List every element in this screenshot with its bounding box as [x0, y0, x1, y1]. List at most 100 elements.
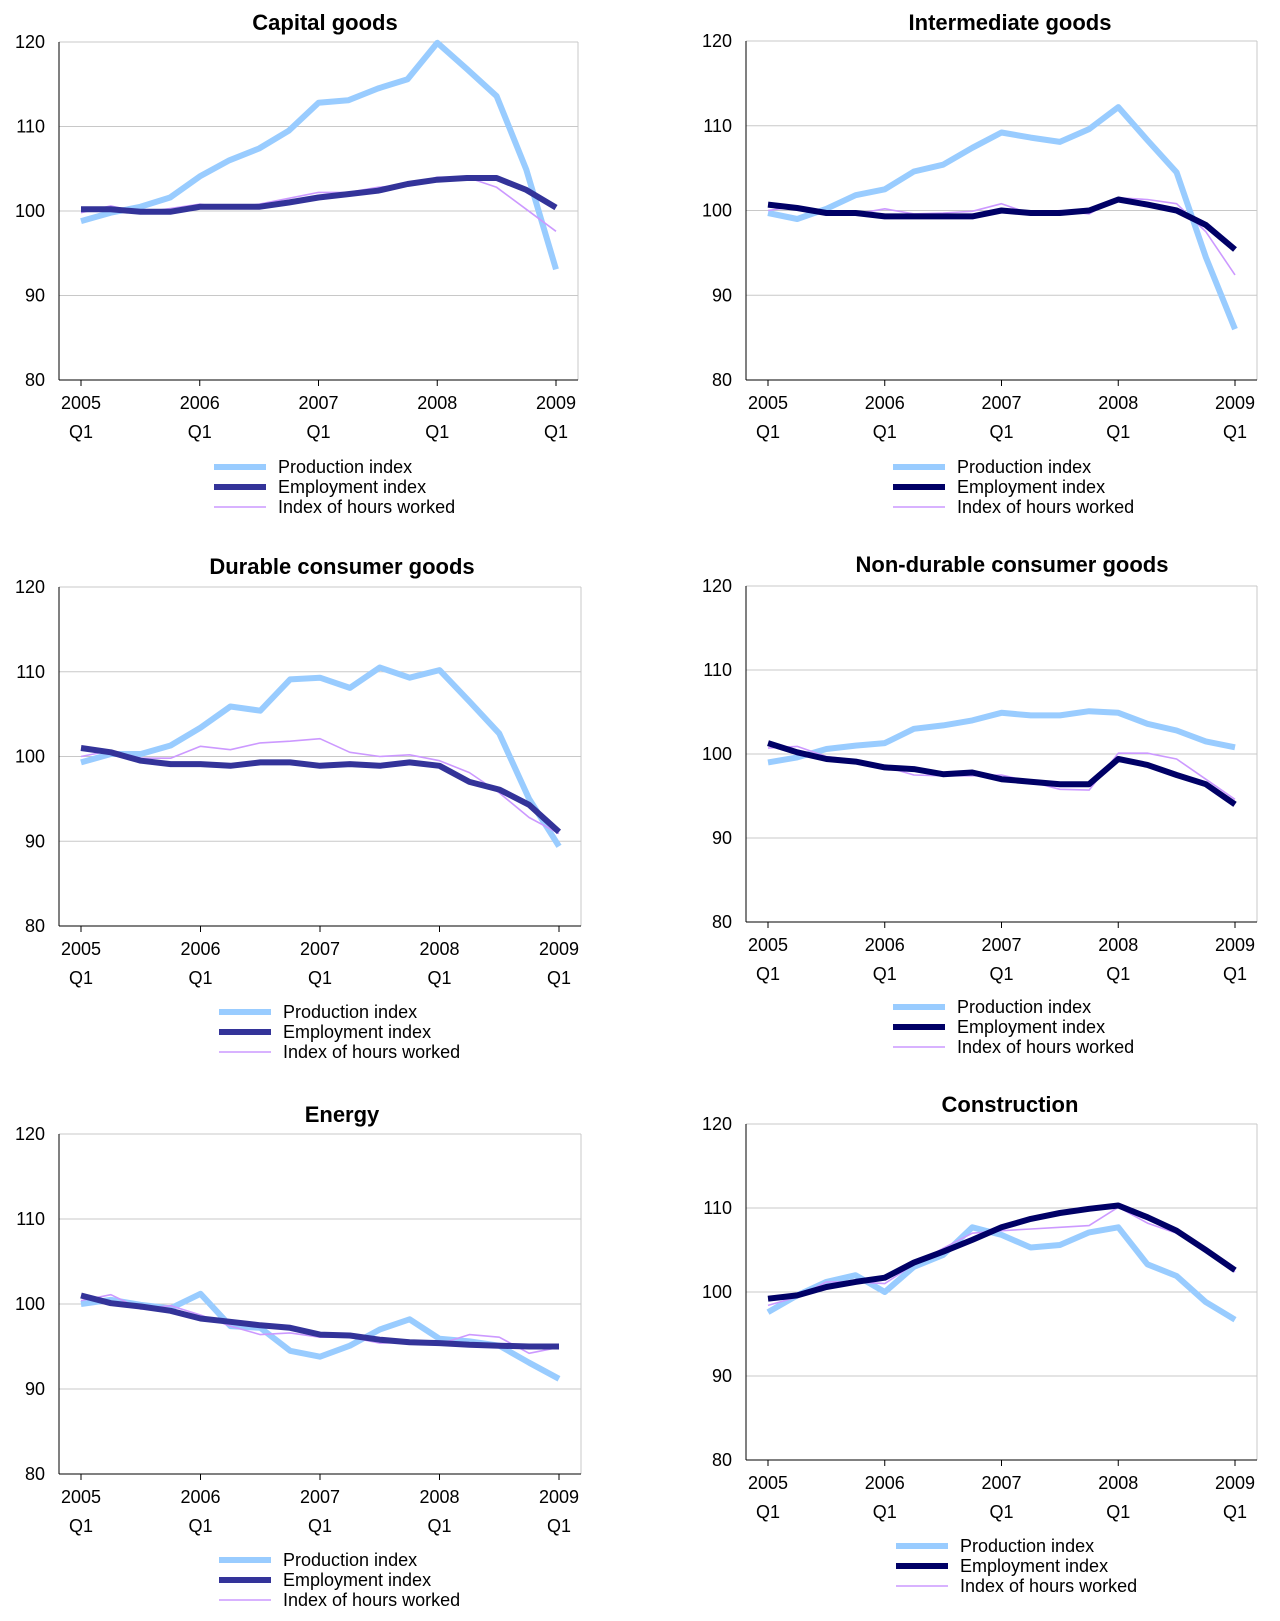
y-tick-label: 80 — [712, 1450, 732, 1470]
y-tick-label: 120 — [15, 577, 45, 597]
legend-label-production: Production index — [960, 1536, 1094, 1556]
x-tick-label-year: 2009 — [1215, 393, 1255, 413]
y-tick-label: 120 — [702, 31, 732, 51]
x-tick-label-year: 2006 — [865, 393, 905, 413]
y-tick-label: 90 — [25, 286, 45, 306]
chart-title: Non-durable consumer goods — [856, 552, 1169, 577]
x-tick-label-quarter: Q1 — [188, 422, 212, 442]
legend-label-production: Production index — [278, 457, 412, 477]
y-tick-label: 110 — [16, 117, 45, 137]
x-tick-label-year: 2007 — [981, 935, 1021, 955]
series-line-employment — [81, 175, 558, 215]
legend-label-hours: Index of hours worked — [957, 1037, 1134, 1057]
x-tick-label-quarter: Q1 — [425, 422, 449, 442]
x-tick-label-quarter: Q1 — [873, 1502, 897, 1522]
x-tick-label-year: 2006 — [180, 939, 220, 959]
y-tick-label: 100 — [702, 744, 732, 764]
chart-panel-intermediate-goods: Intermediate goods 80 90 100 110 120 2005 Q1 200… — [702, 10, 1258, 517]
legend-label-production: Production index — [283, 1002, 417, 1022]
x-tick-label-quarter: Q1 — [756, 1502, 780, 1522]
series-line-production — [767, 708, 1236, 766]
x-tick-label-year: 2009 — [539, 1487, 579, 1507]
x-tick-label-quarter: Q1 — [989, 422, 1013, 442]
x-tick-label-year: 2007 — [300, 939, 340, 959]
x-tick-label-quarter: Q1 — [873, 964, 897, 984]
x-tick-label-quarter: Q1 — [69, 422, 93, 442]
y-tick-label: 100 — [15, 201, 45, 221]
legend-label-employment: Employment index — [283, 1570, 431, 1590]
series-line-production — [766, 1224, 1237, 1323]
series-line-employment — [767, 740, 1237, 807]
x-tick-label-quarter: Q1 — [989, 964, 1013, 984]
x-tick-label-quarter: Q1 — [1106, 964, 1130, 984]
x-tick-label-year: 2005 — [61, 1487, 101, 1507]
chart-panel-durable-consumer-goods: Durable consumer goods 80 90 100 110 120 2005 Q… — [15, 554, 582, 1062]
x-tick-label-quarter: Q1 — [1223, 422, 1247, 442]
y-tick-label: 110 — [16, 1209, 45, 1229]
x-tick-label-year: 2008 — [419, 939, 459, 959]
series-line-production — [80, 39, 559, 271]
y-tick-label: 110 — [16, 662, 45, 682]
y-tick-label: 90 — [712, 828, 732, 848]
legend-label-production: Production index — [283, 1550, 417, 1570]
x-tick-label-year: 2007 — [981, 393, 1021, 413]
chart-title: Energy — [305, 1102, 380, 1127]
legend-label-hours: Index of hours worked — [960, 1576, 1137, 1596]
chart-panel-construction: Construction 80 90 100 110 120 2005 Q1 2006 Q1 200… — [702, 1092, 1258, 1596]
x-tick-label-quarter: Q1 — [306, 422, 330, 442]
x-tick-label-quarter: Q1 — [1106, 1502, 1130, 1522]
series-line-hours — [80, 737, 560, 835]
series-line-employment — [80, 745, 562, 835]
y-tick-label: 80 — [25, 1464, 45, 1484]
x-tick-label-year: 2005 — [61, 939, 101, 959]
x-tick-label-quarter: Q1 — [188, 1516, 212, 1536]
x-tick-label-year: 2006 — [180, 393, 220, 413]
x-tick-label-quarter: Q1 — [873, 422, 897, 442]
legend-label-employment: Employment index — [278, 477, 426, 497]
y-tick-label: 90 — [25, 1379, 45, 1399]
series-line-production — [80, 664, 562, 848]
x-tick-label-quarter: Q1 — [1223, 1502, 1247, 1522]
x-tick-label-quarter: Q1 — [69, 968, 93, 988]
x-tick-label-quarter: Q1 — [989, 1502, 1013, 1522]
y-tick-label: 100 — [702, 201, 732, 221]
y-tick-label: 110 — [703, 660, 732, 680]
x-tick-label-year: 2006 — [865, 1473, 905, 1493]
series-line-employment — [80, 1292, 559, 1350]
y-tick-label: 120 — [702, 576, 732, 596]
legend-label-production: Production index — [957, 457, 1091, 477]
series-line-hours — [767, 1206, 1236, 1307]
x-tick-label-year: 2005 — [748, 1473, 788, 1493]
y-tick-label: 80 — [712, 912, 732, 932]
chart-panel-capital-goods: Capital goods 80 90 100 110 120 2005 Q1 2006 Q1 20… — [15, 10, 579, 517]
chart-title: Construction — [942, 1092, 1079, 1117]
x-tick-label-year: 2008 — [1098, 1473, 1138, 1493]
series-line-production — [767, 104, 1238, 331]
x-tick-label-year: 2009 — [539, 939, 579, 959]
y-tick-label: 120 — [15, 1124, 45, 1144]
x-tick-label-quarter: Q1 — [69, 1516, 93, 1536]
chart-title: Intermediate goods — [909, 10, 1112, 35]
x-tick-label-year: 2005 — [61, 393, 101, 413]
x-tick-label-quarter: Q1 — [756, 422, 780, 442]
y-tick-label: 80 — [712, 370, 732, 390]
legend-label-hours: Index of hours worked — [283, 1042, 460, 1062]
legend-label-employment: Employment index — [283, 1022, 431, 1042]
x-tick-label-quarter: Q1 — [188, 968, 212, 988]
legend-label-production: Production index — [957, 997, 1091, 1017]
x-tick-label-year: 2009 — [1215, 935, 1255, 955]
legend-label-hours: Index of hours worked — [957, 497, 1134, 517]
x-tick-label-year: 2008 — [417, 393, 457, 413]
x-tick-label-year: 2007 — [298, 393, 338, 413]
x-tick-label-year: 2008 — [419, 1487, 459, 1507]
y-tick-label: 100 — [15, 1294, 45, 1314]
y-tick-label: 80 — [25, 370, 45, 390]
chart-title: Capital goods — [252, 10, 397, 35]
x-tick-label-quarter: Q1 — [308, 1516, 332, 1536]
x-tick-label-quarter: Q1 — [1223, 964, 1247, 984]
x-tick-label-quarter: Q1 — [547, 968, 571, 988]
legend-label-hours: Index of hours worked — [278, 497, 455, 517]
x-tick-label-year: 2006 — [865, 935, 905, 955]
y-tick-label: 100 — [702, 1282, 732, 1302]
